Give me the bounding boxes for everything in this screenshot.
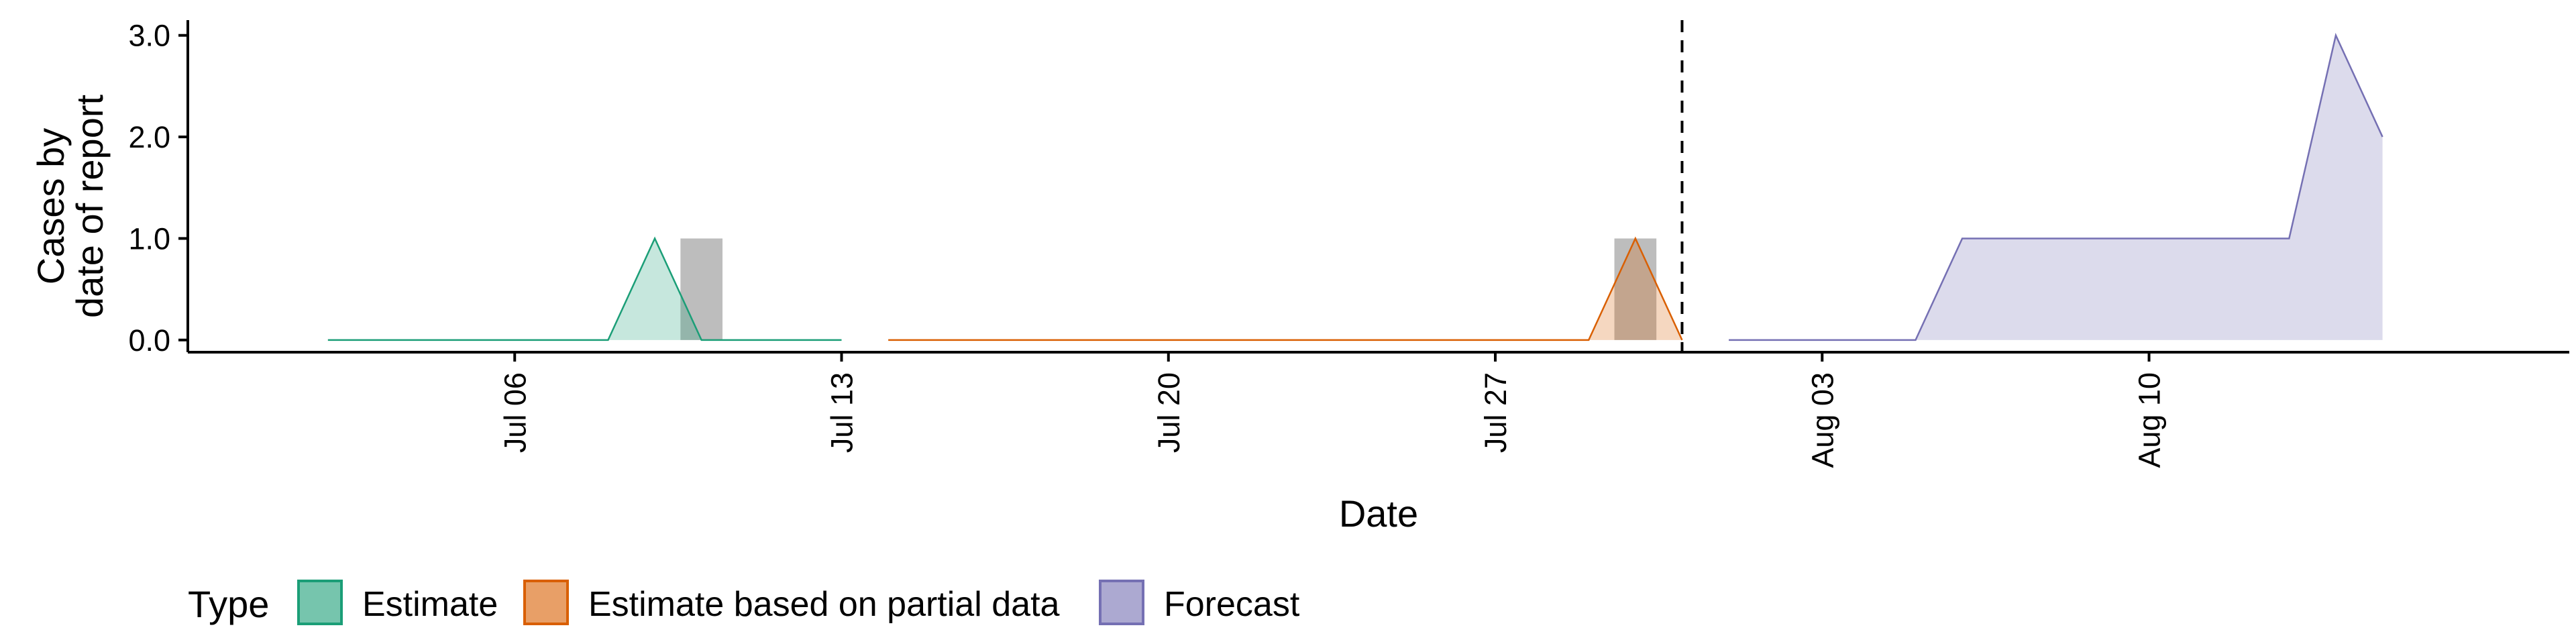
y-axis-title: Cases bydate of report [30,95,111,319]
x-tick-label-4: Aug 03 [1805,372,1839,468]
legend-label-1: Estimate based on partial data [588,585,1060,624]
legend-swatch-2 [1099,580,1144,625]
axes [186,20,2569,354]
series-areas [327,32,2383,341]
y-tick-label-0: 0.0 [128,323,170,358]
legend-label-0: Estimate [362,585,498,624]
series-line-0 [327,236,842,341]
series-area-0 [327,238,842,340]
y-tick-label-2: 2.0 [128,120,170,154]
y-axis-title-line-1: date of report [68,95,111,319]
legend: Type Estimate Estimate based on partial d… [188,580,1300,625]
y-axis-title-line-0: Cases by [30,128,72,284]
observed-cases [680,238,1657,340]
legend-swatch-0 [297,580,343,625]
series-area-1 [888,238,1682,340]
x-tick-label-2: Jul 20 [1152,372,1186,453]
y-tick-label-3: 3.0 [128,19,170,53]
observed-bar-1 [1614,238,1657,340]
legend-swatch-1 [523,580,569,625]
x-axis-title: Date [1339,492,1418,535]
x-tick-label-0: Jul 06 [498,372,532,453]
series-area-2 [1729,35,2383,340]
legend-label-2: Forecast [1164,585,1300,624]
legend-title: Type [188,583,269,625]
x-tick-label-5: Aug 10 [2133,372,2167,468]
series-line-1 [888,236,1683,341]
y-tick-label-1: 1.0 [128,221,170,256]
observed-bar-0 [680,238,723,340]
ticks: 0.0 1.0 2.0 3.0 Jul 06 Jul 13 Jul 20 Jul 27 Aug … [128,19,2166,468]
x-tick-label-1: Jul 13 [825,372,859,453]
series-line-2 [1729,32,2383,341]
x-tick-label-3: Jul 27 [1479,372,1513,453]
